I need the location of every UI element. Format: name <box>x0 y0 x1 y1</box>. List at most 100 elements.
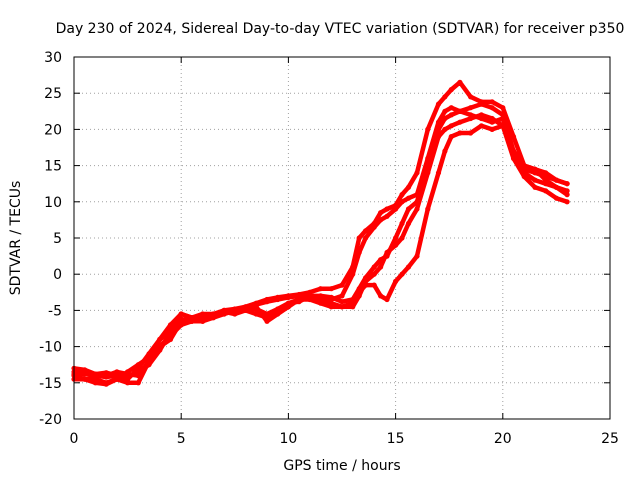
series-3-point <box>135 380 141 386</box>
series-2-point <box>399 199 405 205</box>
series-5-point <box>478 115 484 122</box>
series-5-point <box>435 126 442 132</box>
series-3-point <box>448 123 454 129</box>
series-5-point <box>448 112 454 118</box>
series-3-point <box>405 220 412 227</box>
series-3-point <box>378 264 384 270</box>
series-line-5 <box>71 109 570 380</box>
series-5-point <box>378 257 384 263</box>
series-2-point <box>442 108 448 114</box>
series-5-point <box>135 369 141 375</box>
series-4-point <box>82 367 88 373</box>
series-2-point <box>264 299 270 305</box>
series-1-point <box>384 206 390 212</box>
series-5-point <box>242 306 249 312</box>
series-2-point <box>384 213 390 219</box>
series-2-point <box>275 296 281 303</box>
series-5-point <box>189 318 195 324</box>
x-axis-label: GPS time / hours <box>283 458 400 474</box>
series-3-point <box>371 271 377 277</box>
series-1-point <box>328 286 334 292</box>
series-4-point <box>114 369 120 375</box>
series-2-point <box>350 271 356 277</box>
series-1-point <box>510 134 517 140</box>
series-5-point <box>339 299 345 305</box>
series-2-point <box>468 105 474 111</box>
series-4-point <box>468 130 474 136</box>
series-5-point <box>521 163 527 169</box>
series-3-point <box>457 119 463 125</box>
x-tick-label: 5 <box>177 431 186 447</box>
series-5-point <box>178 316 184 322</box>
series-3-point <box>442 126 448 132</box>
series-5-point <box>399 220 405 227</box>
series-5-point <box>457 108 463 114</box>
x-tick-label: 15 <box>387 431 405 447</box>
series-2-point <box>339 293 345 299</box>
series-3-point <box>178 311 184 317</box>
series-5-point <box>553 184 560 190</box>
series-4-point <box>457 130 463 136</box>
series-1-point <box>378 210 384 216</box>
series-5-point <box>210 313 216 319</box>
grid-layer <box>74 57 610 419</box>
series-1-point <box>500 105 506 111</box>
series-line-3 <box>71 112 570 386</box>
series-5-point <box>167 329 174 335</box>
series-5-point <box>500 115 506 122</box>
y-tick-label: 20 <box>44 122 62 138</box>
y-tick-label: 10 <box>44 195 62 211</box>
series-1-point <box>489 99 495 105</box>
series-3-point <box>157 336 163 342</box>
series-5-point <box>264 311 270 317</box>
series-2-point <box>363 235 369 241</box>
series-4-point <box>275 311 281 317</box>
series-2-point <box>371 224 377 230</box>
series-5-point <box>350 296 356 303</box>
series-2-point <box>405 195 412 201</box>
y-tick-label: -15 <box>39 376 62 392</box>
y-tick-label: -20 <box>39 412 62 428</box>
series-1-point <box>414 170 420 176</box>
series-3-point <box>82 376 88 382</box>
series-2-point <box>378 217 384 223</box>
series-5-point <box>146 362 152 368</box>
series-2-point <box>356 249 362 256</box>
series-5-point <box>296 299 302 305</box>
series-1-point <box>425 126 431 132</box>
series-3-point <box>103 380 109 386</box>
series-5-point <box>82 371 88 377</box>
series-4-point <box>543 188 549 194</box>
series-1-point <box>405 184 412 190</box>
series-5-point <box>285 300 291 306</box>
x-tick-label: 0 <box>70 431 79 447</box>
series-line-4 <box>71 123 570 378</box>
series-1-point <box>307 289 313 295</box>
x-tick-label: 25 <box>601 431 619 447</box>
series-1-point <box>399 192 405 198</box>
series-2-point <box>532 177 538 183</box>
series-5-point <box>510 148 517 154</box>
series-2-point <box>500 112 506 118</box>
series-1-point <box>448 87 454 93</box>
y-tick-label: 25 <box>44 86 62 102</box>
series-1-point <box>339 282 345 288</box>
series-5-point <box>468 112 474 118</box>
y-tick-label: -10 <box>39 340 62 356</box>
series-1-point <box>457 79 463 85</box>
series-5-point <box>103 374 109 380</box>
series-5-point <box>221 307 227 313</box>
series-5-point <box>543 177 549 183</box>
series-2-point <box>448 105 454 111</box>
series-5-point <box>157 347 163 353</box>
series-5-point <box>328 294 334 300</box>
series-1-point <box>442 94 448 100</box>
series-5-point <box>253 306 259 312</box>
series-4-point <box>532 184 538 190</box>
series-4-point <box>564 199 570 205</box>
series-5-point <box>384 253 390 259</box>
series-4-point <box>339 304 345 310</box>
series-4-point <box>384 296 390 303</box>
